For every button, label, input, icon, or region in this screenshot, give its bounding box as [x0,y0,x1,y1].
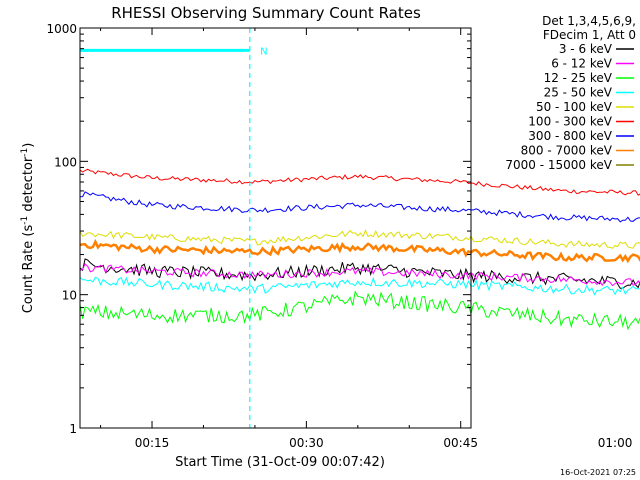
series-5-line [79,258,640,289]
y-axis-label-end: ) [21,143,36,148]
legend-entry-label: 25 - 50 keV [544,86,613,100]
x-tick-label: 00:15 [135,436,170,450]
series-6-line [79,263,640,287]
x-axis-label: Start Time (31-Oct-09 00:07:42) [175,455,385,470]
legend-entry-label: 12 - 25 keV [544,71,613,85]
chart-title: RHESSI Observing Summary Count Rates [111,4,421,22]
legend-entry-label: 50 - 100 keV [536,100,613,114]
legend-entry-label: 6 - 12 keV [551,57,613,71]
series-layer [79,168,640,331]
legend-entry-label: 300 - 800 keV [528,129,612,143]
series-1-line [79,168,640,196]
y-axis-label-sup2: -1 [20,148,30,157]
series-4-line [79,238,640,264]
flag-layer: NS [80,46,268,57]
y-axis-label: Count Rate (s-1 detector-1) [20,143,36,314]
y-tick-label: 1000 [46,22,77,36]
series-3-line [79,229,640,249]
x-tick-label: 00:45 [443,436,478,450]
legend-header-1: Det 1,3,4,5,6,9, [542,14,636,28]
plot-frame [79,27,472,429]
y-axis-label-main: Count Rate (s [21,225,36,314]
legend-entry-label: 7000 - 15000 keV [505,158,612,172]
series-8-line [79,290,640,331]
series-2-line [79,191,640,223]
y-tick-label: 100 [54,155,77,169]
y-tick-label: 10 [62,289,77,303]
y-axis-label-sup1: -1 [20,216,30,225]
x-tick-label: 01:00 [598,436,633,450]
marker-layer [249,28,251,428]
footer-timestamp: 16-Oct-2021 07:25 [560,468,636,477]
x-tick-label: 00:30 [289,436,324,450]
y-axis-ticks: 1 10 100 1000 [46,22,471,436]
legend-entry-label: 3 - 6 keV [559,42,613,56]
x-axis-ticks: 00:15 00:30 00:45 01:00 [100,28,633,450]
y-tick-label: 1 [69,422,77,436]
series-7-line [79,276,640,296]
flag-label-n: N [260,46,267,57]
legend-entry-label: 800 - 7000 keV [521,144,613,158]
legend-entry-label: 100 - 300 keV [528,115,612,129]
y-axis-label-mid: detector [21,156,36,216]
legend-header-2: FDecim 1, Att 0 [543,28,636,42]
